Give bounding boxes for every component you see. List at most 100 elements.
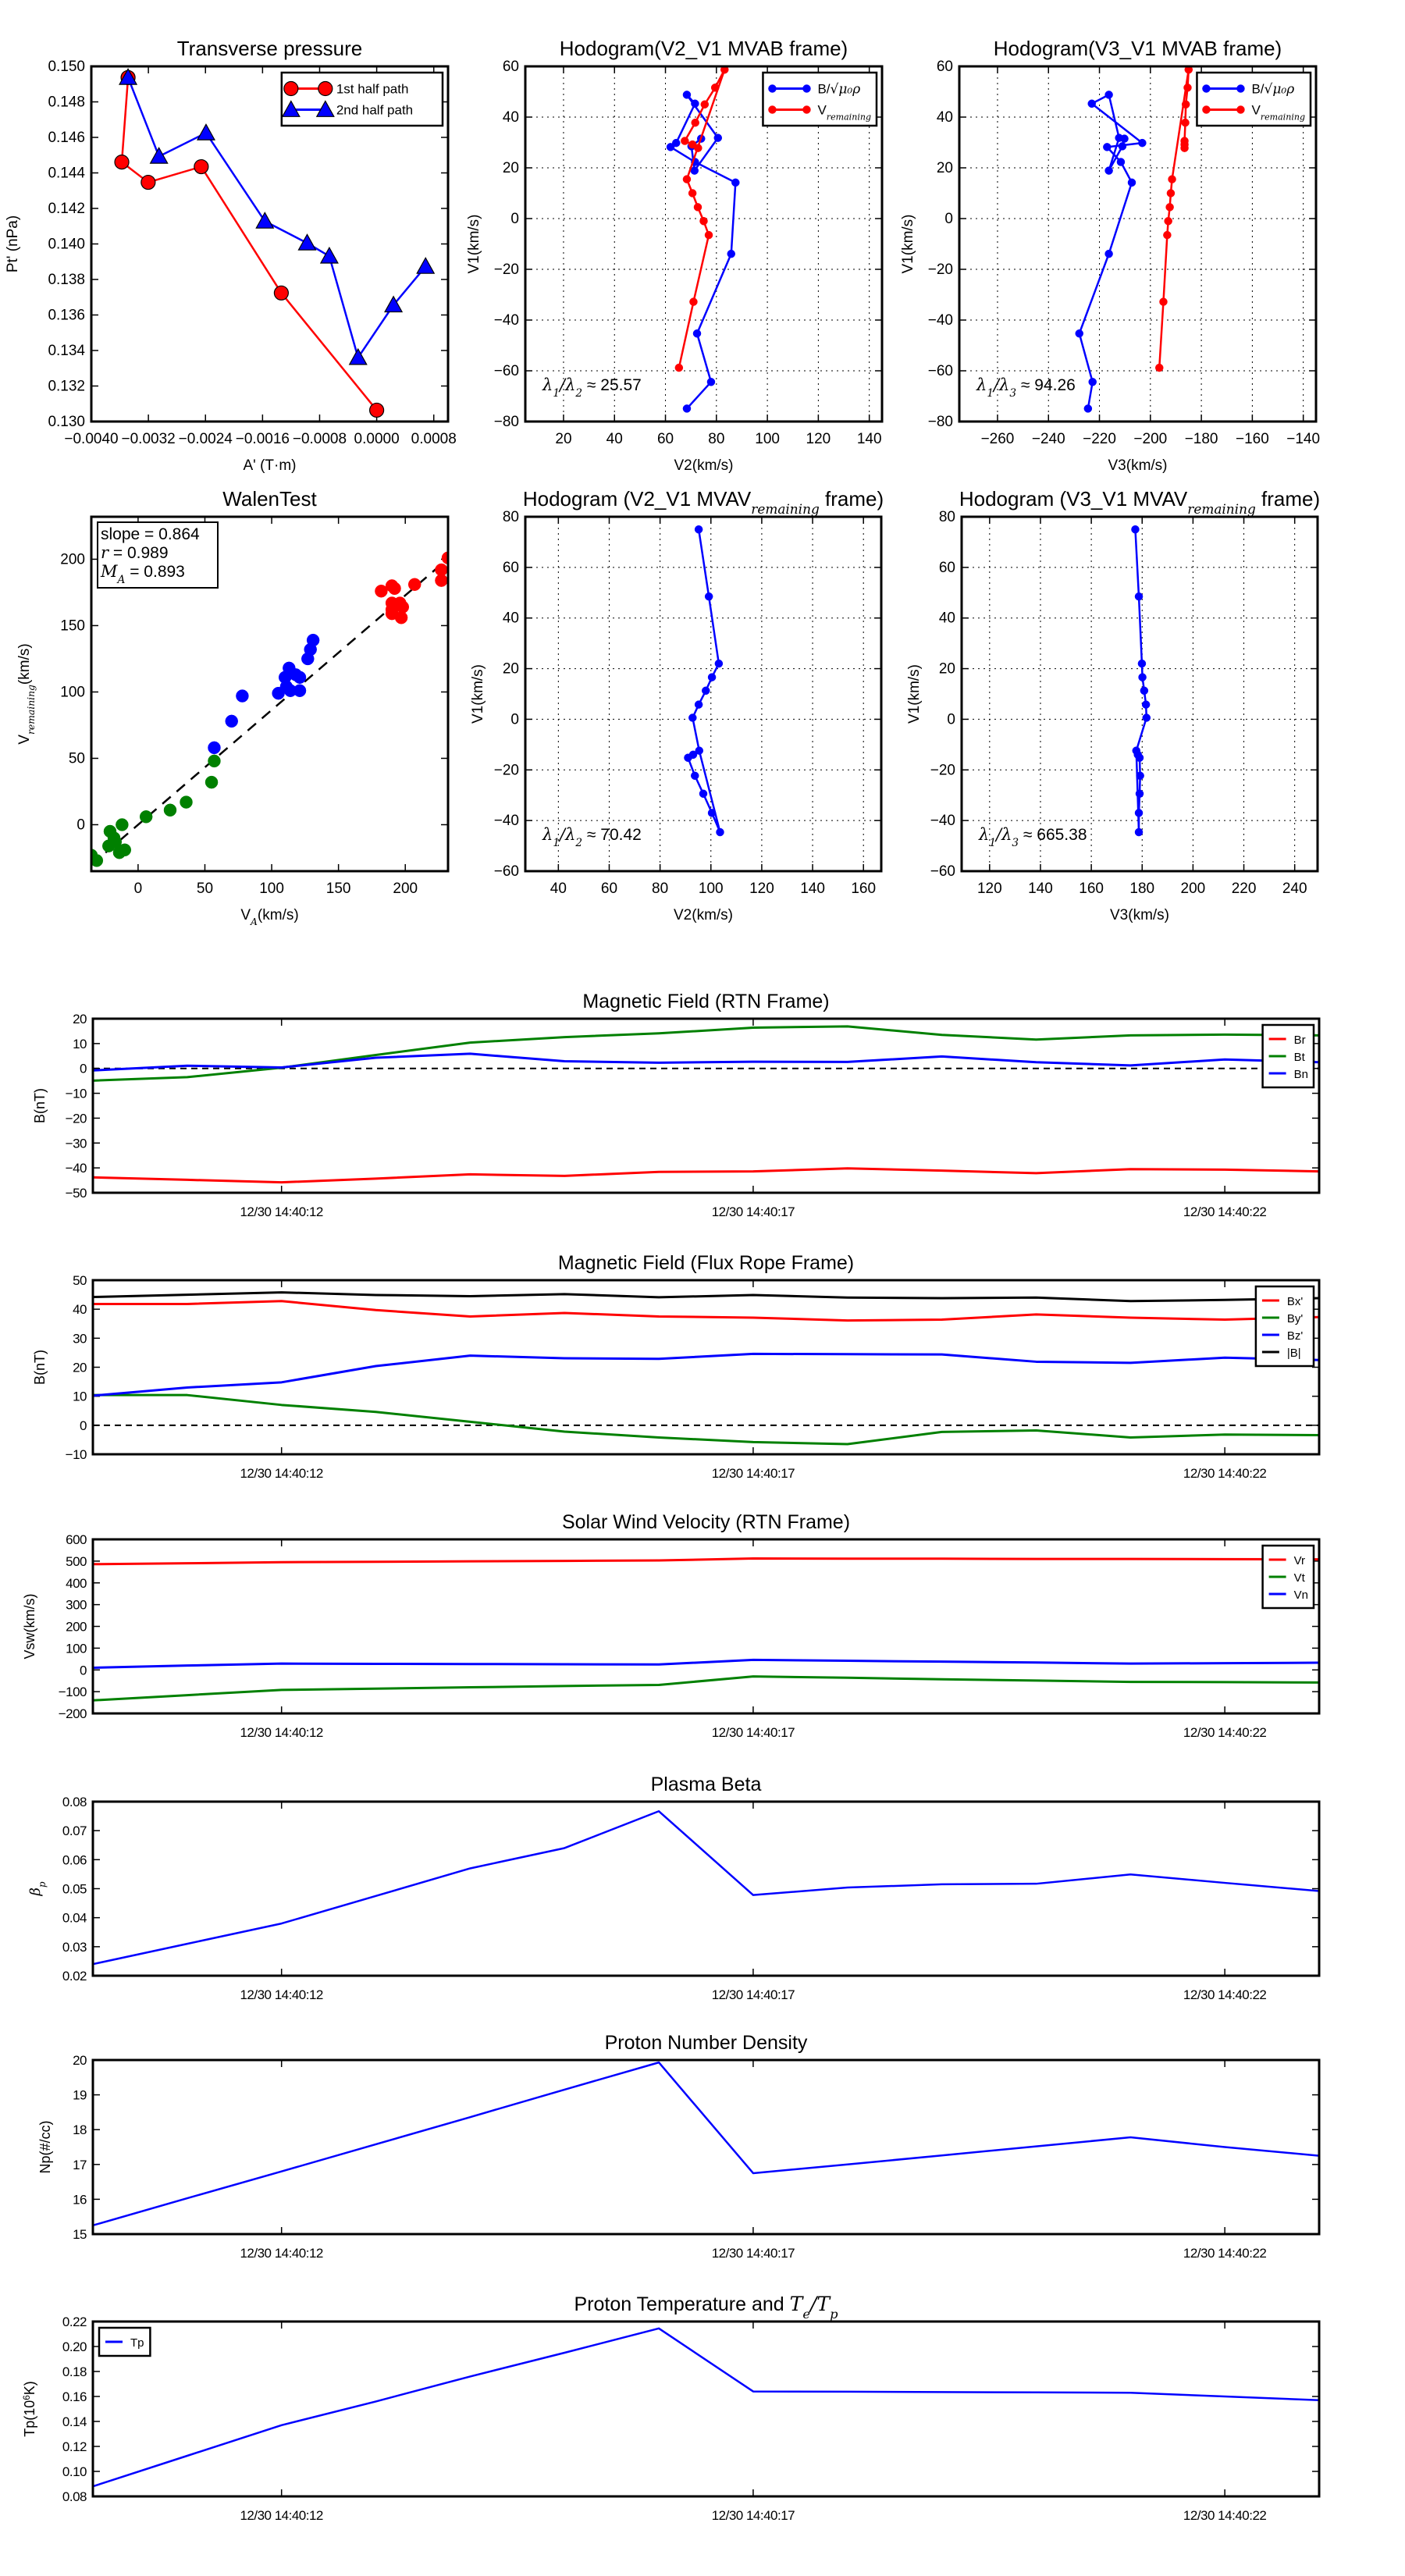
chart-title: Hodogram(V3_V1 MVAB frame) xyxy=(994,37,1282,60)
data-point xyxy=(691,99,699,109)
data-point xyxy=(407,578,422,591)
text-segment: λ xyxy=(978,825,989,844)
text-segment: Proton Temperature and xyxy=(574,2293,790,2315)
text-segment: 6 xyxy=(22,2395,32,2400)
plot-area xyxy=(1131,525,1151,837)
text-segment: |B| xyxy=(1287,1347,1301,1360)
text-segment: 2 xyxy=(574,387,582,400)
x-tick-label: 12/30 14:40:12 xyxy=(240,1204,322,1219)
y-axis-label: Vsw(km/s) xyxy=(22,1594,37,1660)
legend-label: Vremaining xyxy=(1251,103,1305,123)
data-point xyxy=(695,746,704,755)
data-point xyxy=(441,551,448,564)
x-tick-label: 160 xyxy=(1079,881,1104,897)
text-segment: remaining xyxy=(26,685,37,735)
hodogram-v2-v1-mvav-chart: 40 60 80 100 120 140 160−60−40−20020406080Hodo… xyxy=(470,487,884,923)
y-tick-label: 50 xyxy=(73,1273,87,1288)
text-segment: Plasma Beta xyxy=(651,1774,762,1795)
x-tick-label: 12/30 14:40:12 xyxy=(240,1725,322,1740)
data-point xyxy=(1159,297,1168,306)
y-tick-label: 0 xyxy=(80,1418,87,1433)
legend-marker xyxy=(283,80,299,97)
x-axis-label: V3(km/s) xyxy=(1108,457,1168,474)
x-tick-label: −160 xyxy=(1236,431,1269,447)
legend-label: Tp xyxy=(130,2336,144,2350)
text-segment: p xyxy=(37,1881,48,1888)
x-tick-label: 80 xyxy=(652,881,668,897)
y-tick-label: −60 xyxy=(930,863,955,880)
text-segment: A' (T·m) xyxy=(244,457,297,474)
data-point xyxy=(1134,827,1144,837)
series-line xyxy=(93,1393,1319,1446)
y-tick-label: −200 xyxy=(59,1706,87,1721)
y-tick-label: 0.140 xyxy=(48,237,85,253)
legend-box xyxy=(1196,71,1312,127)
data-point xyxy=(692,329,702,338)
y-tick-label: 0.12 xyxy=(62,2439,87,2454)
y-tick-label: 20 xyxy=(73,2053,87,2068)
plot-area xyxy=(91,551,448,867)
y-tick-label: 0.130 xyxy=(48,414,85,430)
text-segment: Pt' (nPa) xyxy=(5,215,21,272)
chart-title: Hodogram(V2_V1 MVAB frame) xyxy=(560,37,848,60)
data-point xyxy=(1134,809,1144,817)
y-tick-label: 0.20 xyxy=(62,2339,87,2354)
y-tick-label: 17 xyxy=(73,2158,87,2172)
eigenvalue-ratio-annotation: λ1/λ2 ≈ 70.42 xyxy=(542,825,642,849)
hodogram-v3-v1-mvav-chart: 120 140 160 180 200 220 240 −60 −40 −20 0 20 40 60 80H… xyxy=(906,487,1320,923)
y-tick-label: 15 xyxy=(73,2227,87,2242)
data-point xyxy=(388,582,401,596)
text-segment: λ xyxy=(564,825,575,844)
y-tick-label: −20 xyxy=(928,262,953,278)
walen-stat: r = 0.989 xyxy=(101,543,169,562)
data-point xyxy=(674,363,684,372)
data-point xyxy=(1183,84,1192,92)
proton-density-chart: 12/30 14:40:12 12/30 14:40:17 12/30 14:40:… xyxy=(37,2032,1321,2261)
text-segment: λ xyxy=(1001,825,1012,844)
transverse-pressure-chart: −0.0040 −0.0032 −0.0024 −0.0016 −0.0008 0.000… xyxy=(5,37,457,474)
plot-frame xyxy=(91,1538,1321,1715)
text-segment: 3 xyxy=(1012,837,1019,849)
data-point xyxy=(1154,363,1164,372)
plot-area xyxy=(93,1810,1319,1966)
data-point xyxy=(114,155,130,170)
legend: Tp xyxy=(98,2326,151,2357)
y-tick-label: 200 xyxy=(66,1620,87,1635)
legend-marker xyxy=(768,105,777,114)
text-segment: V xyxy=(817,103,827,118)
y-tick-label: 40 xyxy=(939,610,955,627)
data-point xyxy=(689,297,698,306)
legend-label: 2nd half path xyxy=(336,103,413,118)
text-segment: V xyxy=(1251,103,1261,118)
y-tick-label: 0.144 xyxy=(48,165,85,182)
legend-marker xyxy=(281,100,301,117)
data-point xyxy=(707,673,717,681)
text-segment: V3(km/s) xyxy=(1108,457,1168,474)
legend-label: Br xyxy=(1294,1034,1306,1047)
x-tick-label: 12/30 14:40:12 xyxy=(240,2246,322,2261)
x-tick-label: 0.0000 xyxy=(354,431,400,447)
y-tick-label: 0.07 xyxy=(62,1823,87,1838)
data-point xyxy=(416,257,436,274)
y-tick-label: 0.14 xyxy=(62,2414,87,2429)
text-segment: Hodogram (V2_V1 MVAV xyxy=(523,487,752,511)
text-segment: 1st half path xyxy=(336,82,409,97)
x-tick-label: 60 xyxy=(657,431,674,447)
y-tick-label: −20 xyxy=(66,1111,87,1126)
text-segment: frame) xyxy=(1256,487,1320,511)
legend-marker xyxy=(768,84,777,93)
data-point xyxy=(1141,700,1151,709)
data-point xyxy=(694,144,702,152)
legend-entry: Vremaining xyxy=(1202,103,1305,123)
y-tick-label: 0.148 xyxy=(48,94,85,111)
text-segment: √μ₀ρ xyxy=(831,82,861,98)
y-tick-label: 10 xyxy=(73,1037,87,1051)
y-tick-label: 0.08 xyxy=(62,2489,87,2504)
text-segment: Magnetic Field (Flux Rope Frame) xyxy=(558,1252,854,1274)
plot-area xyxy=(1075,66,1193,413)
text-segment: 1 xyxy=(553,387,560,400)
legend-entry: Vr xyxy=(1268,1554,1305,1567)
y-tick-label: 400 xyxy=(66,1576,87,1591)
x-tick-label: 140 xyxy=(800,881,825,897)
